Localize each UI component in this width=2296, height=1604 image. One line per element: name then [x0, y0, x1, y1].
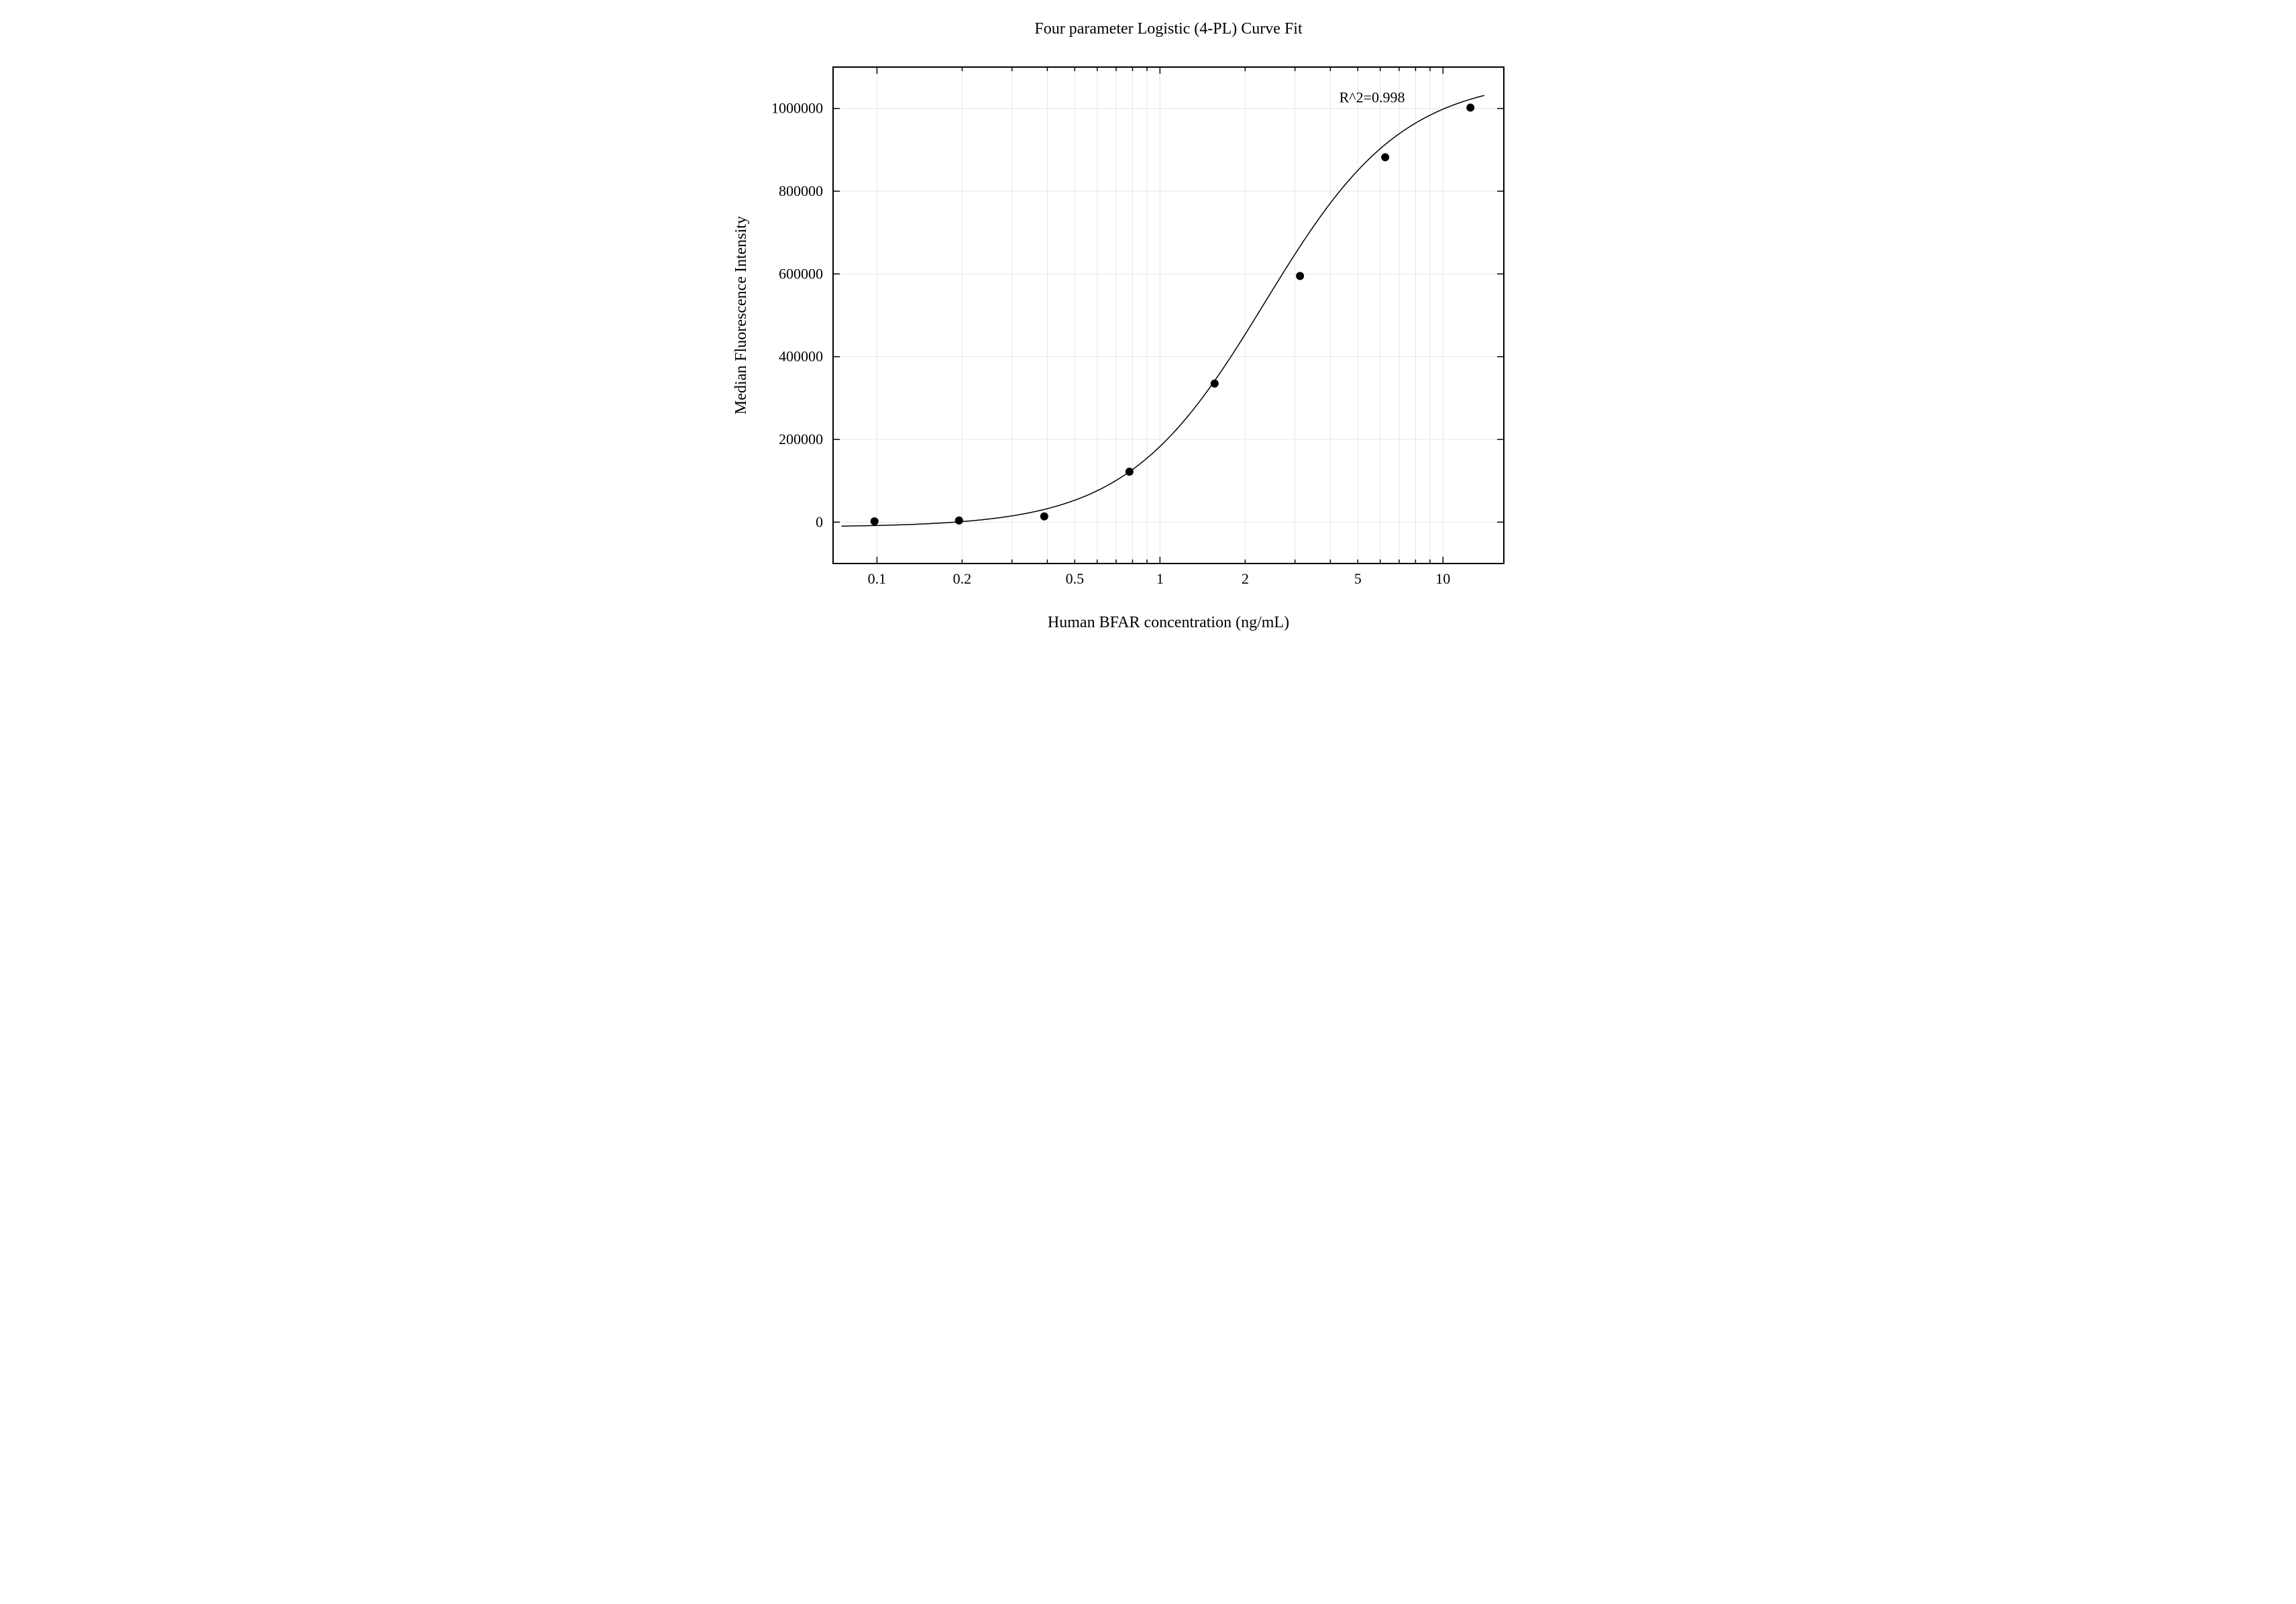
data-point [1040, 513, 1048, 521]
data-point [1125, 468, 1133, 476]
x-tick-label: 2 [1241, 570, 1248, 587]
data-point [870, 517, 878, 525]
chart-title: Four parameter Logistic (4-PL) Curve Fit [1034, 20, 1303, 38]
y-tick-label: 800000 [779, 182, 823, 199]
chart-container: 0.1 0.2 0.5 1 2 5 10 0 200000 400000 600000 800000 1… [639, 0, 1658, 711]
data-point [954, 517, 963, 525]
y-tick-label: 200000 [779, 431, 823, 447]
y-tick-label: 400000 [779, 348, 823, 365]
x-tick-label: 0.5 [1065, 570, 1084, 587]
x-tick-label: 1 [1156, 570, 1163, 587]
x-tick-label: 0.2 [952, 570, 971, 587]
data-point [1381, 153, 1389, 161]
x-axis-label: Human BFAR concentration (ng/mL) [1047, 614, 1289, 631]
x-tick-label: 5 [1354, 570, 1361, 587]
r-squared-annotation: R^2=0.998 [1339, 89, 1405, 105]
y-tick-label: 0 [816, 513, 823, 530]
data-point [1466, 103, 1474, 111]
x-tick-label: 10 [1435, 570, 1450, 587]
data-point [1210, 380, 1218, 388]
y-axis-label: Median Fluorescence Intensity [732, 216, 750, 415]
y-tick-label: 600000 [779, 265, 823, 282]
x-tick-label: 0.1 [867, 570, 886, 587]
logistic-chart: 0.1 0.2 0.5 1 2 5 10 0 200000 400000 600000 800000 1… [639, 0, 1658, 711]
data-point [1296, 272, 1304, 280]
y-tick-label: 1000000 [771, 100, 823, 117]
